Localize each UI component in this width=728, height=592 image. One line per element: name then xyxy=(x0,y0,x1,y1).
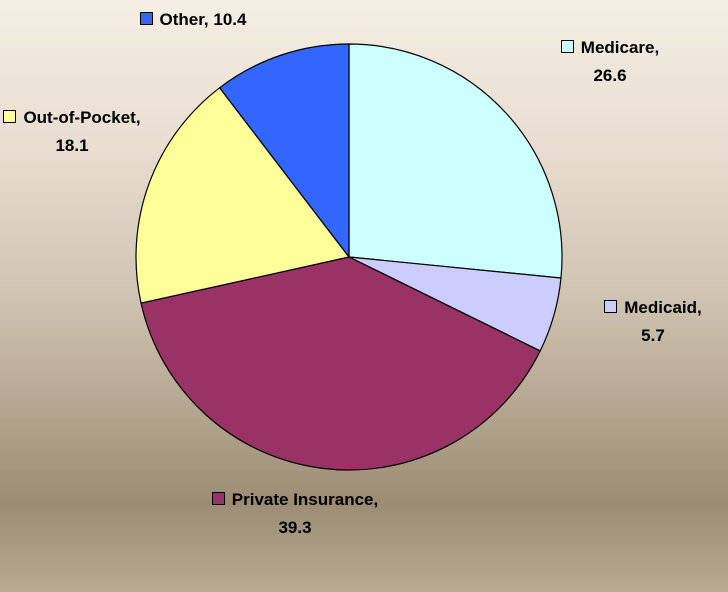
data-label: Medicaid, 5.7 xyxy=(568,294,728,350)
category-label: Other, xyxy=(160,10,209,29)
data-label: Private Insurance, 39.3 xyxy=(200,486,390,542)
legend-swatch xyxy=(561,40,574,53)
category-label: Out-of-Pocket, xyxy=(23,108,140,127)
value-label: 10.4 xyxy=(213,10,246,29)
value-label: 39.3 xyxy=(278,518,311,537)
legend-swatch xyxy=(604,300,617,313)
data-label: Out-of-Pocket, 18.1 xyxy=(2,104,142,160)
legend-swatch xyxy=(140,12,153,25)
value-label: 26.6 xyxy=(593,66,626,85)
category-label: Private Insurance, xyxy=(232,490,378,509)
data-label: Other, 10.4 xyxy=(98,6,288,34)
category-label: Medicare, xyxy=(581,38,659,57)
data-label: Medicare, 26.6 xyxy=(520,34,700,90)
page: Medicare, 26.6 Medicaid, 5.7 Private Insuran… xyxy=(0,0,728,592)
category-label: Medicaid, xyxy=(624,298,701,317)
legend-swatch xyxy=(3,110,16,123)
legend-swatch xyxy=(212,492,225,505)
value-label: 18.1 xyxy=(55,136,88,155)
value-label: 5.7 xyxy=(641,326,665,345)
